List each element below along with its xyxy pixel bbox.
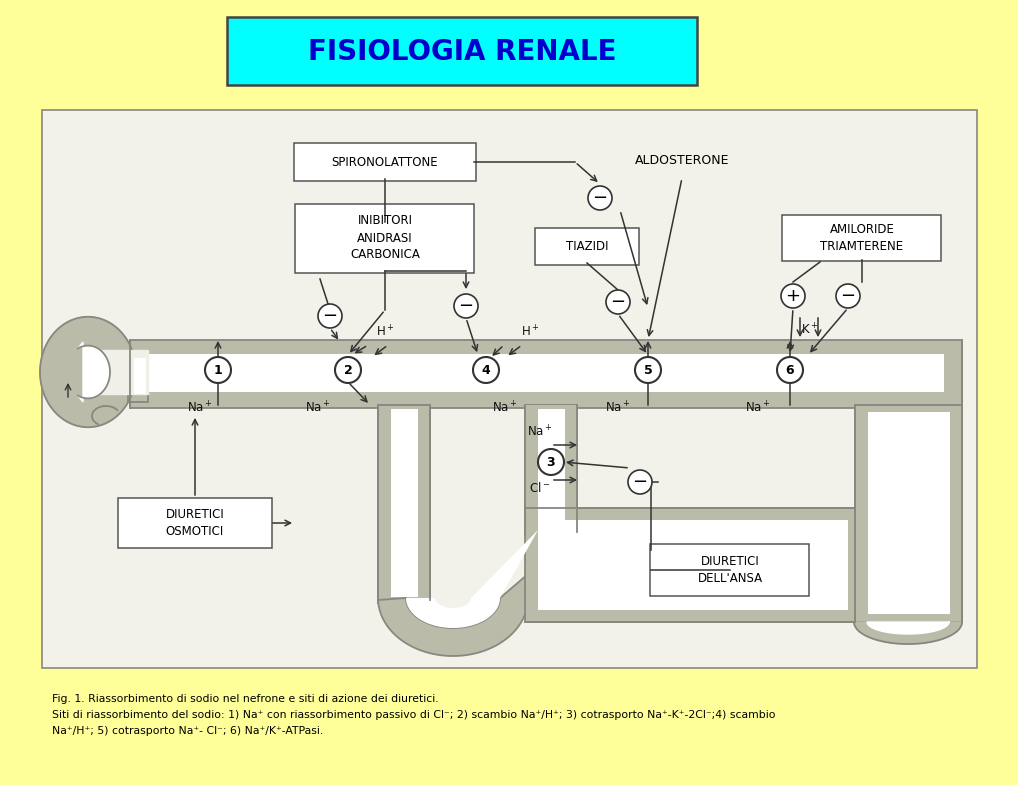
Text: TIAZIDI: TIAZIDI (566, 239, 608, 253)
FancyBboxPatch shape (118, 498, 272, 548)
Text: Na$^+$: Na$^+$ (605, 400, 631, 415)
Bar (525, 405, 577, 535)
Polygon shape (40, 317, 136, 427)
Text: +: + (786, 287, 800, 305)
Bar (525, 508, 857, 622)
Text: Na⁺/H⁺; 5) cotrasporto Na⁺- Cl⁻; 6) Na⁺/K⁺-ATPasi.: Na⁺/H⁺; 5) cotrasporto Na⁺- Cl⁻; 6) Na⁺/… (52, 726, 324, 736)
Bar (134, 358, 146, 394)
Bar (538, 409, 565, 507)
Text: Na$^+$: Na$^+$ (527, 425, 553, 440)
FancyBboxPatch shape (535, 228, 639, 265)
Circle shape (836, 284, 860, 308)
Circle shape (635, 357, 661, 383)
Text: Na$^+$: Na$^+$ (305, 400, 331, 415)
Polygon shape (378, 532, 577, 656)
Polygon shape (93, 350, 148, 394)
Text: SPIRONOLATTONE: SPIRONOLATTONE (332, 155, 439, 169)
Bar (128, 352, 148, 402)
Text: 5: 5 (643, 363, 653, 377)
Text: AMILORIDE
TRIAMTERENE: AMILORIDE TRIAMTERENE (821, 223, 904, 253)
Polygon shape (78, 342, 110, 402)
Text: DIURETICI
DELL'ANSA: DIURETICI DELL'ANSA (697, 555, 762, 585)
Text: Na$^+$: Na$^+$ (492, 400, 518, 415)
Circle shape (628, 470, 652, 494)
Polygon shape (854, 622, 962, 644)
Circle shape (781, 284, 805, 308)
Text: −: − (458, 297, 473, 315)
Text: FISIOLOGIA RENALE: FISIOLOGIA RENALE (307, 38, 616, 66)
Text: −: − (611, 293, 626, 311)
Text: 2: 2 (344, 363, 352, 377)
Circle shape (454, 294, 478, 318)
Text: H$^+$: H$^+$ (521, 324, 540, 340)
Bar (538, 520, 848, 610)
Text: Cl$^-$: Cl$^-$ (529, 481, 551, 495)
Polygon shape (867, 622, 950, 634)
FancyBboxPatch shape (651, 544, 809, 596)
Bar (538, 409, 565, 531)
Bar (525, 405, 577, 510)
Text: Siti di riassorbimento del sodio: 1) Na⁺ con riassorbimento passivo di Cl⁻; 2) s: Siti di riassorbimento del sodio: 1) Na⁺… (52, 710, 776, 720)
Text: 6: 6 (786, 363, 794, 377)
Bar (868, 412, 950, 614)
Circle shape (335, 357, 361, 383)
Bar (378, 405, 430, 603)
Text: H$^+$: H$^+$ (376, 324, 394, 340)
FancyBboxPatch shape (294, 143, 476, 181)
Circle shape (318, 304, 342, 328)
Text: Fig. 1. Riassorbimento di sodio nel nefrone e siti di azione dei diuretici.: Fig. 1. Riassorbimento di sodio nel nefr… (52, 694, 439, 704)
Text: DIURETICI
OSMOTICI: DIURETICI OSMOTICI (166, 508, 224, 538)
Bar (855, 405, 962, 622)
Text: 4: 4 (482, 363, 491, 377)
Polygon shape (391, 530, 538, 628)
Bar (148, 354, 944, 392)
Text: K$^+$: K$^+$ (801, 323, 818, 338)
Bar (391, 409, 418, 597)
Text: −: − (841, 287, 855, 305)
Text: −: − (632, 473, 647, 491)
FancyBboxPatch shape (295, 203, 474, 272)
Text: 1: 1 (214, 363, 222, 377)
Text: Na$^+$: Na$^+$ (745, 400, 771, 415)
Circle shape (205, 357, 231, 383)
Text: −: − (323, 307, 338, 325)
Text: −: − (592, 189, 608, 207)
Text: Na$^+$: Na$^+$ (187, 400, 213, 415)
FancyBboxPatch shape (42, 110, 977, 668)
Text: 3: 3 (547, 455, 555, 469)
Circle shape (606, 290, 630, 314)
Circle shape (777, 357, 803, 383)
FancyBboxPatch shape (783, 215, 942, 261)
Circle shape (588, 186, 612, 210)
Bar (130, 340, 962, 408)
FancyBboxPatch shape (227, 17, 697, 85)
Circle shape (473, 357, 499, 383)
Circle shape (538, 449, 564, 475)
Text: INIBITORI
ANIDRASI
CARBONICA: INIBITORI ANIDRASI CARBONICA (350, 214, 420, 261)
Text: ALDOSTERONE: ALDOSTERONE (635, 154, 729, 166)
